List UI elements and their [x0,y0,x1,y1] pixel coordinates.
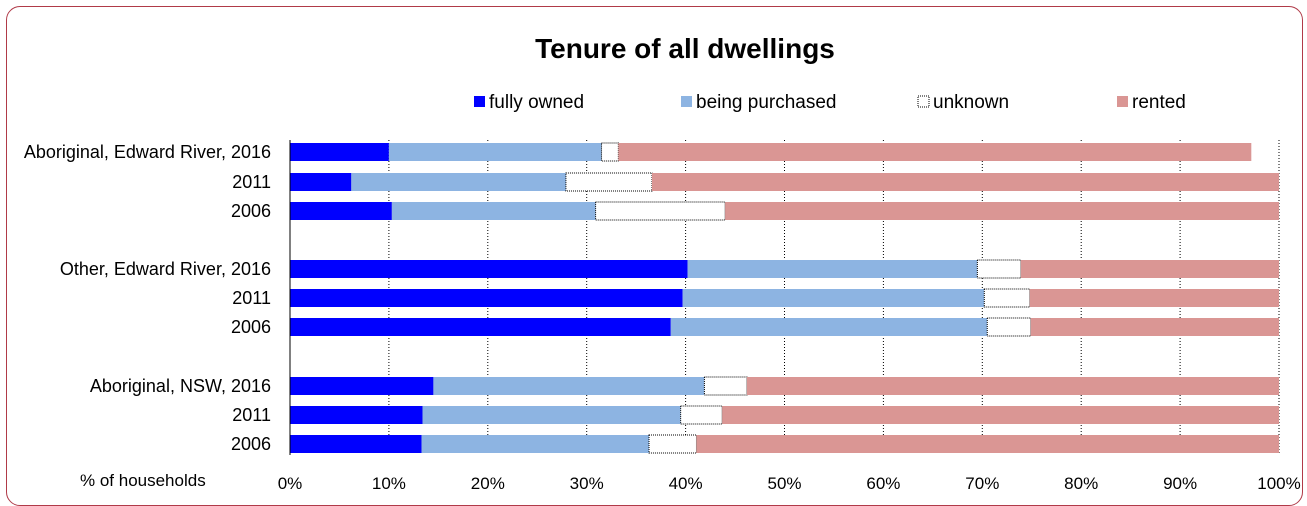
x-tick-label: 40% [669,474,703,493]
bar-segment-fully-owned [290,173,352,191]
bar-segment-being-purchased [682,289,985,307]
bars [290,142,1279,454]
x-tick-label: 70% [965,474,999,493]
bar-segment-unknown [986,317,1032,337]
category-label: 2006 [231,434,271,454]
bar-segment-unknown [648,434,697,454]
bar-segment-fully-owned [290,406,423,424]
bar-segment-unknown [703,376,748,396]
chart-title: Tenure of all dwellings [535,33,835,64]
bar-segment-fully-owned [290,260,688,278]
legend-label: fully owned [489,92,584,113]
bar-segment-being-purchased [433,377,705,395]
legend-swatch [681,96,692,107]
x-tick-label: 100% [1257,474,1300,493]
bar-segment-being-purchased [391,202,596,220]
legend-label: rented [1132,92,1186,113]
bar-segment-being-purchased [670,318,988,336]
category-label: Other, Edward River, 2016 [60,259,271,279]
legend-swatch [474,96,485,107]
bar-segment-being-purchased [687,260,978,278]
bar-segment-being-purchased [421,435,650,453]
bar-segment-unknown [983,288,1031,308]
bar-segment-being-purchased [422,406,681,424]
legend-label: being purchased [696,92,837,113]
category-label: Aboriginal, Edward River, 2016 [24,142,271,162]
x-tick-label: 50% [767,474,801,493]
bar-segment-rented [722,406,1279,424]
bar-segment-being-purchased [351,173,566,191]
category-label: 2006 [231,201,271,221]
legend: fully owned being purchased unknown rented [474,92,1186,113]
category-label: Aboriginal, NSW, 2016 [90,376,271,396]
bar-segment-unknown [976,259,1022,279]
bar-segment-fully-owned [290,435,422,453]
bar-segment-rented [618,143,1252,161]
bar-segment-unknown [595,201,726,221]
category-label: 2006 [231,317,271,337]
x-tick-label: 30% [570,474,604,493]
category-label: 2011 [232,288,271,308]
category-label: 2011 [232,405,271,425]
bar-segment-rented [1029,289,1279,307]
bar-segment-rented [1020,260,1279,278]
bar-segment-rented [725,202,1279,220]
x-tick-label: 20% [471,474,505,493]
bar-segment-unknown [680,405,723,425]
bar-segment-rented [1030,318,1279,336]
bar-segment-fully-owned [290,377,434,395]
bar-segment-fully-owned [290,318,671,336]
bar-segment-fully-owned [290,143,389,161]
bar-segment-rented [696,435,1279,453]
bar-segment-being-purchased [388,143,602,161]
labels: 0% 10% 20% 30% 40% 50% 60% 70% 80% 90% 100% Aborigi… [24,142,1301,493]
legend-swatch [917,95,930,108]
legend-swatch [1117,96,1128,107]
bar-segment-fully-owned [290,289,683,307]
bar-segment-unknown [601,142,619,162]
x-tick-label: 60% [866,474,900,493]
x-tick-label: 80% [1064,474,1098,493]
legend-label: unknown [933,92,1009,113]
x-tick-label: 10% [372,474,406,493]
x-axis-title: % of households [80,471,206,490]
bar-segment-rented [651,173,1279,191]
x-tick-label: 90% [1163,474,1197,493]
bar-segment-fully-owned [290,202,392,220]
bar-segment-rented [746,377,1279,395]
category-label: 2011 [232,172,271,192]
x-tick-label: 0% [278,474,303,493]
bar-segment-unknown [565,172,653,192]
